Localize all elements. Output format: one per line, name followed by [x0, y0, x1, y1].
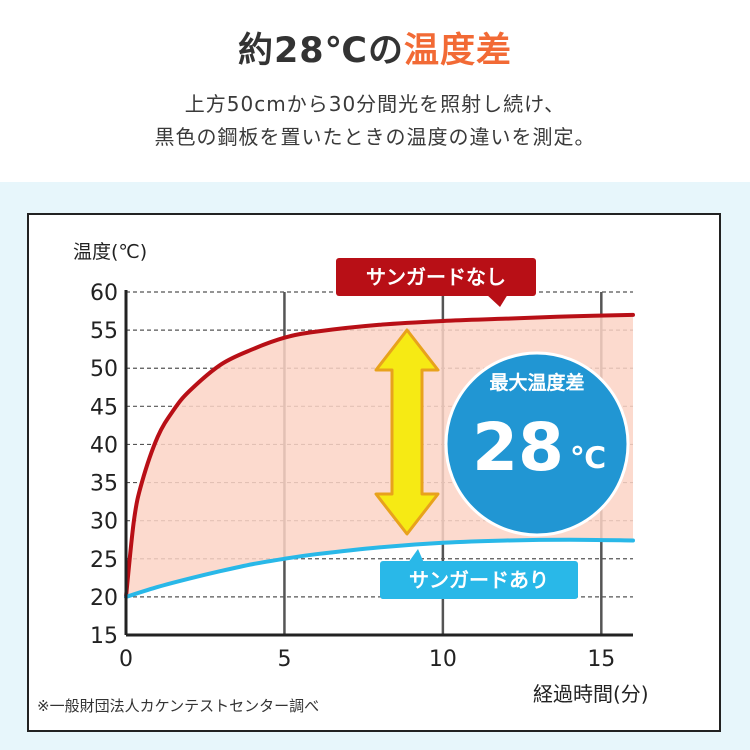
series-line-with-sungard [124, 537, 635, 599]
y-tick-label: 60 [90, 281, 118, 306]
y-tick-label: 15 [90, 624, 118, 649]
y-tick-label: 55 [90, 319, 118, 344]
x-tick-label: 10 [429, 647, 457, 672]
x-tick-label: 15 [587, 647, 615, 672]
header-area: 約28℃の温度差 上方50cmから30分間光を照射し続け、 黒色の鋼板を置いたと… [0, 0, 750, 182]
y-tick-label: 25 [90, 548, 118, 573]
y-axis-label: 温度(℃) [73, 241, 147, 263]
x-tick-label: 0 [119, 647, 133, 672]
x-tick-label: 5 [277, 647, 291, 672]
label-with-sungard-text: サンガードあり [409, 568, 549, 592]
source-note: ※一般財団法人カケンテストセンター調べ [37, 697, 319, 715]
max-difference-badge: 最大温度差 28 ℃ [444, 351, 630, 537]
y-tick-label: 40 [90, 433, 118, 458]
y-tick-label: 20 [90, 586, 118, 611]
y-tick-label: 30 [90, 510, 118, 535]
series-line-without-sungard [124, 312, 635, 599]
label-with-sungard: サンガードあり [380, 549, 578, 599]
badge-unit: ℃ [570, 441, 606, 476]
y-tick-label: 45 [90, 395, 118, 420]
subtitle-line-1: 上方50cmから30分間光を照射し続け、 [184, 92, 566, 116]
temperature-gap-arrow [374, 328, 440, 536]
title-accent: 温度差 [404, 31, 513, 71]
x-axis-label: 経過時間(分) [533, 682, 649, 706]
y-tick-label: 50 [90, 357, 118, 382]
label-without-sungard: サンガードなし [336, 258, 536, 307]
badge-value: 28 [472, 409, 564, 486]
title-prefix: 約28℃の [237, 31, 405, 71]
page-title: 約28℃の温度差 [0, 22, 750, 73]
y-tick-label: 35 [90, 472, 118, 497]
subtitle-line-2: 黒色の鋼板を置いたときの温度の違いを測定。 [154, 125, 596, 149]
label-without-sungard-text: サンガードなし [366, 265, 506, 289]
badge-label: 最大温度差 [489, 371, 584, 394]
